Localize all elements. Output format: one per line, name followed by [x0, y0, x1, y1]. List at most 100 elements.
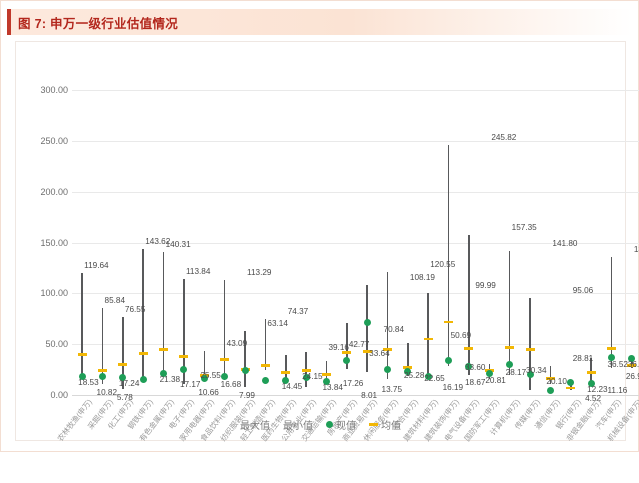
y-axis-tick-label: 300.00 [40, 85, 68, 95]
average-marker [627, 364, 637, 367]
range-bar [81, 273, 83, 377]
average-marker [98, 369, 108, 372]
gridline [72, 140, 639, 142]
page-title: 图 7: 申万一级行业估值情况 [18, 16, 179, 31]
legend-item-min[interactable]: 最小值 [283, 417, 313, 432]
data-point-label: 113.84 [185, 267, 211, 277]
legend-item-average[interactable]: 均值 [369, 417, 401, 432]
data-point-label: 28.81 [572, 353, 594, 363]
data-point-label: 25.55 [200, 371, 221, 381]
data-point-label: 13.84 [322, 382, 343, 392]
average-marker [606, 346, 616, 350]
y-axis: 0.00 50.00 100.00 150.00 200.00 250.00 300.00 [16, 85, 68, 400]
range-bar [427, 293, 430, 374]
data-point-label: 16.19 [442, 382, 464, 392]
legend-average-dash-icon [369, 423, 378, 426]
data-point-label: 20.10 [546, 376, 567, 386]
current-value-point [139, 376, 147, 383]
gridline [72, 191, 639, 193]
range-bar [590, 357, 592, 384]
range-bar [122, 317, 124, 390]
average-marker [566, 386, 576, 390]
gridline [72, 344, 639, 346]
y-axis-tick-label: 150.00 [40, 237, 68, 248]
data-point-label: 99.99 [475, 281, 496, 291]
range-bar [101, 307, 104, 384]
average-marker [138, 352, 148, 355]
current-value-point [78, 372, 86, 380]
average-marker [362, 349, 372, 353]
data-point-label: 70.84 [383, 324, 405, 334]
legend-min-label: 最小值 [283, 421, 313, 432]
data-point-label: 42.77 [348, 339, 370, 349]
current-value-point [384, 365, 392, 373]
average-marker [444, 320, 454, 324]
data-point-label: 4.52 [585, 394, 602, 404]
data-point-label: 157.35 [511, 223, 537, 233]
range-bar [142, 248, 145, 380]
current-value-point [445, 357, 453, 365]
data-point-label: 39.16 [328, 343, 349, 353]
data-point-label: 18.67 [464, 378, 486, 388]
data-point-label: 11.16 [607, 385, 628, 395]
data-point-label: 30.34 [526, 366, 547, 376]
current-value-point [343, 357, 351, 365]
range-bar [162, 252, 165, 374]
data-point-label: 5.78 [116, 393, 133, 403]
range-bar [529, 298, 531, 391]
average-marker [464, 346, 474, 350]
average-marker [281, 371, 291, 374]
plot-area: 119.64 18.53 85.84 10.82 76.55 17.24 5.78 143.6… [72, 90, 639, 403]
average-marker [525, 347, 535, 351]
average-marker [260, 364, 270, 367]
legend-item-max[interactable]: 最大值 [240, 417, 270, 432]
data-point-label: 136.07 [633, 244, 639, 254]
range-bar [468, 235, 470, 375]
data-point-label: 10.82 [96, 387, 118, 397]
current-value-point [241, 366, 249, 374]
data-point-label: 26.97 [625, 371, 639, 381]
legend-item-current[interactable]: 现值 [326, 417, 356, 432]
data-point-label: 141.80 [552, 238, 578, 248]
range-bar [183, 279, 185, 385]
data-point-label: 16.68 [220, 380, 242, 390]
data-point-label: 36.52 [607, 359, 628, 369]
legend-max-label: 最大值 [240, 421, 270, 432]
range-bar [386, 272, 389, 379]
data-point-label: 85.84 [104, 295, 126, 305]
current-value-point [160, 369, 168, 377]
data-point-label: 17.17 [179, 379, 201, 389]
current-value-point [424, 372, 432, 380]
data-point-label: 50.69 [450, 331, 472, 341]
current-value-point [465, 362, 473, 370]
current-value-point [628, 354, 636, 362]
average-marker [342, 351, 352, 354]
current-value-point [200, 374, 208, 382]
range-bar [203, 351, 206, 379]
data-point-label: 119.64 [84, 261, 109, 271]
data-point-label: 143.62 [145, 236, 171, 246]
average-marker [77, 353, 87, 356]
data-point-label: 8.01 [361, 390, 378, 400]
figure-container: 图 7: 申万一级行业估值情况 0.00 50.00 100.00 150.00 200… [0, 0, 639, 452]
y-axis-tick-label: 250.00 [40, 135, 68, 146]
data-point-label: 25.28 [403, 371, 425, 381]
title-accent-bar [7, 9, 11, 35]
data-point-label: 13.75 [381, 385, 403, 395]
average-marker [423, 337, 433, 341]
data-point-label: 43.09 [226, 339, 248, 349]
range-bar [407, 343, 409, 376]
data-point-label: 76.55 [124, 305, 146, 315]
y-axis-tick-label: 0.00 [50, 390, 68, 400]
current-value-point [546, 386, 554, 394]
current-value-point [119, 373, 127, 381]
average-marker [586, 371, 596, 374]
range-bar [325, 360, 328, 382]
data-point-label: 7.99 [239, 390, 255, 400]
data-point-label: 21.38 [159, 375, 181, 385]
current-value-point [404, 368, 412, 376]
range-bar [284, 355, 287, 381]
range-bar [264, 319, 267, 371]
data-point-label: 33.60 [464, 362, 486, 372]
current-value-point [282, 377, 290, 385]
